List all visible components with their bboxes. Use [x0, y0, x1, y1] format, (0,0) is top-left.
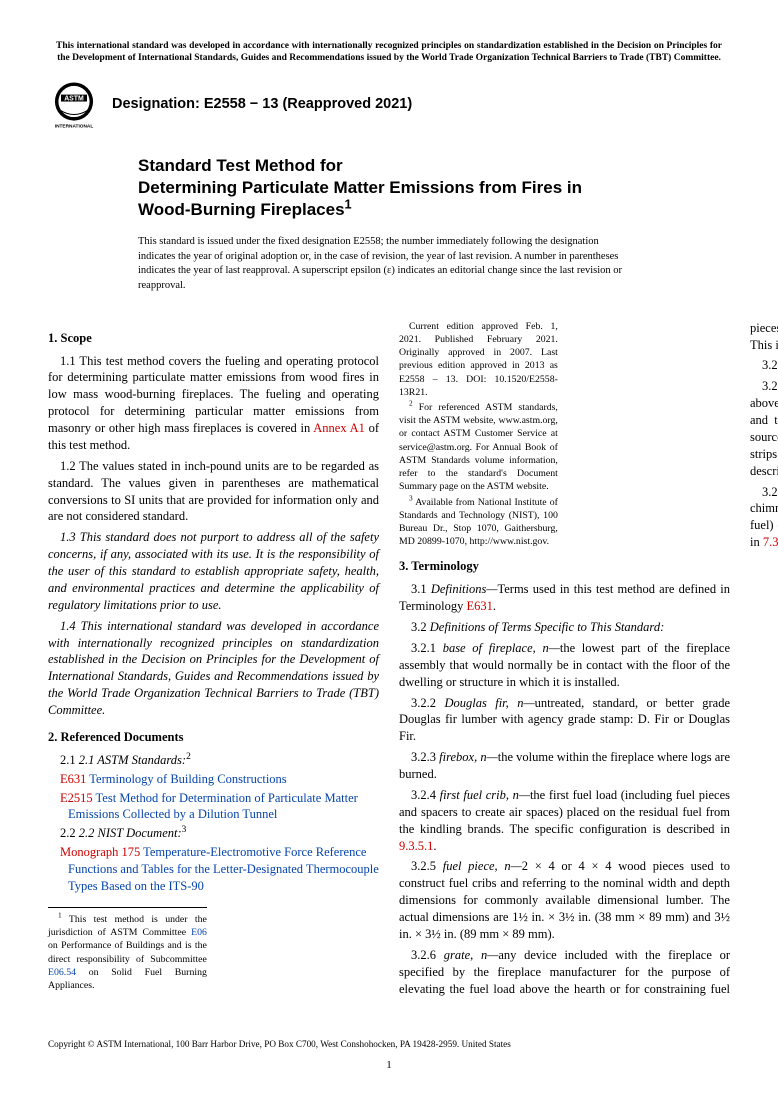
title-footnote-ref: 1 — [345, 196, 352, 211]
committee-e06-link[interactable]: E06 — [191, 927, 207, 938]
para-1-1: 1.1 This test method covers the fueling … — [48, 353, 379, 454]
page-number: 1 — [48, 1058, 730, 1073]
e631-link[interactable]: E631 — [467, 599, 493, 613]
footnote-3: 3 Available from National Institute of S… — [399, 496, 558, 549]
designation: Designation: E2558 − 13 (Reapproved 2021… — [112, 95, 412, 115]
para-1-4: 1.4 This international standard was deve… — [48, 618, 379, 719]
astm-standards-head: 2.1 2.1 ASTM Standards:2 — [48, 752, 379, 769]
issuance-note: This standard is issued under the fixed … — [138, 235, 638, 294]
para-3-2-4: 3.2.4 first fuel crib, n—the first fuel … — [399, 787, 730, 855]
copyright: Copyright © ASTM International, 100 Barr… — [48, 1038, 730, 1050]
standard-title: Standard Test Method for Determining Par… — [138, 155, 638, 221]
para-3-2-5: 3.2.5 fuel piece, n—2 × 4 or 4 × 4 wood … — [399, 858, 730, 942]
ref-9351-link[interactable]: 9.3.5.1 — [399, 839, 433, 853]
astm-logo: ASTM INTERNATIONAL — [48, 79, 100, 131]
para-3-2: 3.2 Definitions of Terms Specific to Thi… — [399, 619, 730, 636]
subcommittee-link[interactable]: E06.54 — [48, 967, 76, 978]
ref-monograph-175[interactable]: Monograph 175 Temperature-Electromotive … — [48, 844, 379, 895]
footnote-2: 2 For referenced ASTM standards, visit t… — [399, 401, 558, 494]
ref-e2515[interactable]: E2515 Test Method for Determination of P… — [48, 790, 379, 824]
title-line2: Determining Particulate Matter Emissions… — [138, 178, 582, 219]
para-3-2-3: 3.2.3 firebox, n—the volume within the f… — [399, 749, 730, 783]
section-3-heading: 3. Terminology — [399, 558, 730, 575]
para-1-3: 1.3 This standard does not purport to ad… — [48, 529, 379, 613]
header-notice: This international standard was develope… — [48, 40, 730, 65]
para-1-2: 1.2 The values stated in inch-pound unit… — [48, 458, 379, 526]
annex-a1-link[interactable]: Annex A1 — [313, 421, 365, 435]
para-3-2-7: 3.2.7 hearth, n—the footprint of the fir… — [750, 357, 778, 374]
footnote-1: 1 This test method is under the jurisdic… — [48, 913, 207, 992]
svg-text:INTERNATIONAL: INTERNATIONAL — [55, 123, 94, 129]
para-3-2-9: 3.2.9 low mass fireplace, n—any fireplac… — [750, 484, 778, 552]
para-3-2-2: 3.2.2 Douglas fir, n—untreated, standard… — [399, 695, 730, 746]
title-line1: Standard Test Method for — [138, 156, 343, 175]
ref-e631[interactable]: E631 Terminology of Building Constructio… — [48, 771, 379, 788]
para-3-1: 3.1 Definitions—Terms used in this test … — [399, 581, 730, 615]
designation-row: ASTM INTERNATIONAL Designation: E2558 − … — [48, 79, 730, 131]
section-2-heading: 2. Referenced Documents — [48, 729, 379, 746]
para-3-2-8: 3.2.8 kindling brands, n—the initial fue… — [750, 378, 778, 479]
section-1-heading: 1. Scope — [48, 330, 379, 347]
nist-doc-head: 2.2 2.2 NIST Document:3 — [48, 825, 379, 842]
body-columns: 1. Scope 1.1 This test method covers the… — [48, 320, 730, 1010]
footnote-1-edition: Current edition approved Feb. 1, 2021. P… — [399, 320, 558, 399]
svg-text:ASTM: ASTM — [64, 95, 84, 102]
ref-73-link[interactable]: 7.3 — [763, 535, 778, 549]
para-3-2-1: 3.2.1 base of fireplace, n—the lowest pa… — [399, 640, 730, 691]
